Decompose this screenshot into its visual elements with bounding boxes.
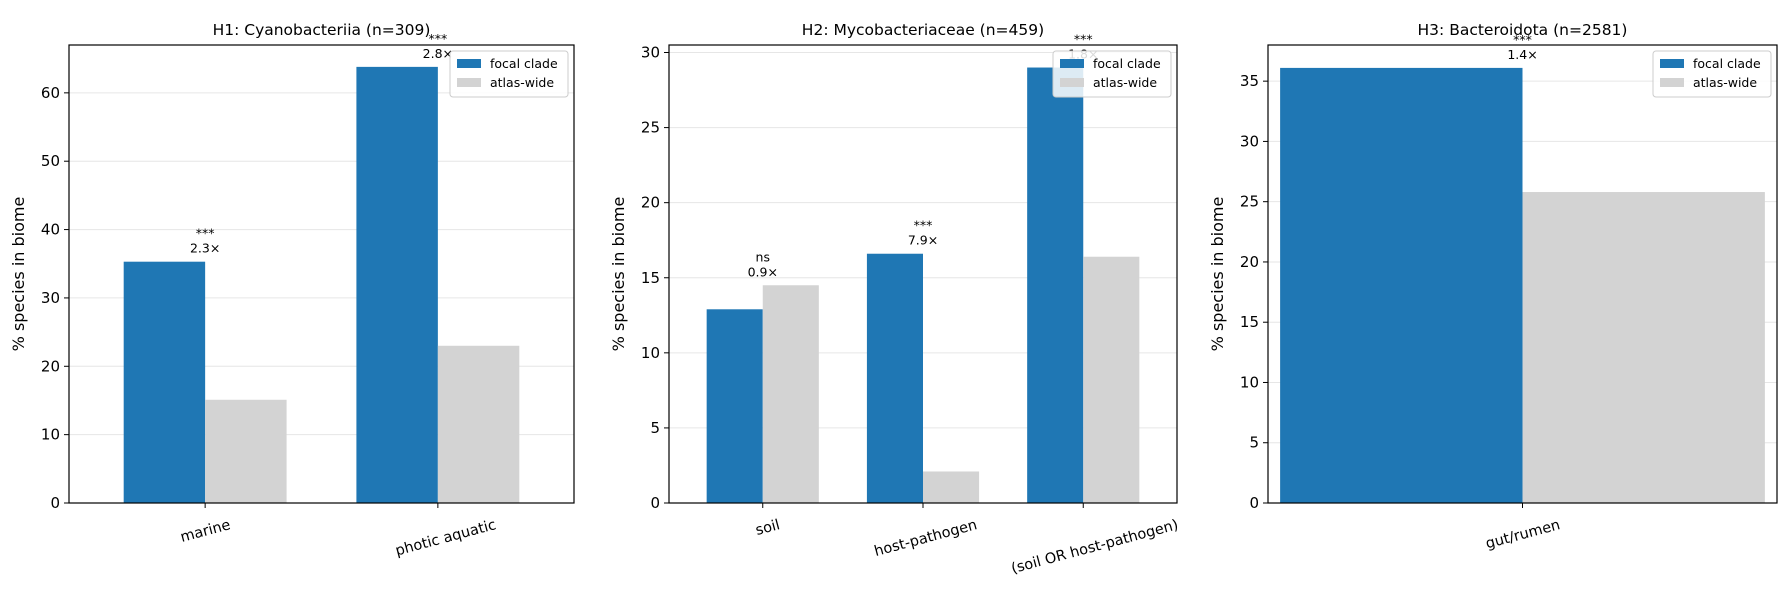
x-tick-label: soil <box>754 517 782 539</box>
ratio-label: 2.8× <box>423 46 453 61</box>
y-tick-label: 15 <box>1240 313 1259 331</box>
focal-bar-2 <box>866 253 923 503</box>
legend-label: atlas-wide <box>490 75 554 90</box>
x-tick-label: marine <box>179 517 233 546</box>
y-tick-label: 0 <box>650 494 660 512</box>
y-tick-label: 10 <box>1240 373 1259 391</box>
ratio-label: 2.3× <box>190 241 220 256</box>
y-tick-label: 40 <box>41 221 60 239</box>
ratio-label: 0.9× <box>748 264 778 279</box>
y-tick-label: 10 <box>41 426 60 444</box>
focal-bar-1 <box>1280 67 1523 504</box>
significance-label: *** <box>1513 32 1532 47</box>
ratio-label: 1.4× <box>1507 47 1537 62</box>
ratio-label: 7.9× <box>908 233 938 248</box>
chart-title: H3: Bacteroidota (n=2581) <box>1418 21 1628 39</box>
legend-label: atlas-wide <box>1693 75 1757 90</box>
y-axis-label: % species in biome <box>609 197 628 352</box>
legend-label: focal clade <box>1693 56 1761 71</box>
chart-panel-3: ***1.4× 0 5 10 15 20 25 30 35 gut/rumen % species … <box>1208 21 1778 552</box>
y-tick-label: 20 <box>1240 253 1259 271</box>
legend: focal clade atlas-wide <box>1652 50 1772 98</box>
y-axis-label: % species in biome <box>1208 197 1227 352</box>
atlas-bar-2 <box>923 471 980 503</box>
y-tick-label: 20 <box>41 357 60 375</box>
significance-label: *** <box>428 31 447 46</box>
y-axis-label: % species in biome <box>9 197 28 352</box>
y-tick-label: 25 <box>641 119 660 137</box>
chart-title: H2: Mycobacteriaceae (n=459) <box>802 21 1044 39</box>
chart-title: H1: Cyanobacteriia (n=309) <box>213 21 431 39</box>
x-tick-label: (soil OR host-pathogen) <box>1010 517 1180 577</box>
legend-swatch <box>1660 78 1684 87</box>
significance-label: *** <box>196 226 215 241</box>
x-tick-label: host-pathogen <box>873 517 979 560</box>
y-tick-label: 15 <box>641 269 660 287</box>
legend-swatch <box>1060 78 1084 87</box>
atlas-bar-1 <box>205 399 287 503</box>
y-tick-label: 0 <box>1249 494 1259 512</box>
legend-swatch <box>1060 59 1084 68</box>
y-tick-label: 30 <box>641 44 660 62</box>
y-tick-label: 5 <box>650 419 660 437</box>
significance-label: *** <box>914 218 933 233</box>
legend-label: focal clade <box>490 56 558 71</box>
legend: focal clade atlas-wide <box>1052 50 1172 98</box>
atlas-bar-1 <box>1522 192 1765 503</box>
y-tick-label: 0 <box>50 494 60 512</box>
plot-frame <box>68 44 575 504</box>
significance-label: ns <box>756 249 770 264</box>
legend-swatch <box>457 59 481 68</box>
focal-bar-2 <box>356 66 438 503</box>
y-tick-label: 10 <box>641 344 660 362</box>
legend-label: focal clade <box>1093 56 1161 71</box>
focal-bar-1 <box>706 309 763 503</box>
legend: focal clade atlas-wide <box>449 50 569 98</box>
x-tick-label: photic aquatic <box>394 517 498 559</box>
y-tick-label: 25 <box>1240 193 1259 211</box>
y-tick-label: 30 <box>1240 132 1259 150</box>
legend-label: atlas-wide <box>1093 75 1157 90</box>
legend-swatch <box>1660 59 1684 68</box>
x-tick-label: gut/rumen <box>1484 517 1562 552</box>
atlas-bar-3 <box>1083 256 1140 503</box>
chart-panel-2: ns0.9×***7.9×***1.8×051015202530soilhost… <box>609 21 1180 577</box>
y-tick-label: 20 <box>641 194 660 212</box>
y-tick-label: 50 <box>41 152 60 170</box>
y-tick-label: 35 <box>1240 72 1259 90</box>
atlas-bar-2 <box>437 345 520 503</box>
legend-swatch <box>457 78 481 87</box>
y-tick-label: 60 <box>41 84 60 102</box>
focal-bar-1 <box>123 261 206 503</box>
y-tick-label: 30 <box>41 289 60 307</box>
significance-label: *** <box>1074 32 1093 47</box>
atlas-bar-1 <box>762 285 819 503</box>
focal-bar-3 <box>1027 67 1084 503</box>
y-tick-label: 5 <box>1249 434 1259 452</box>
